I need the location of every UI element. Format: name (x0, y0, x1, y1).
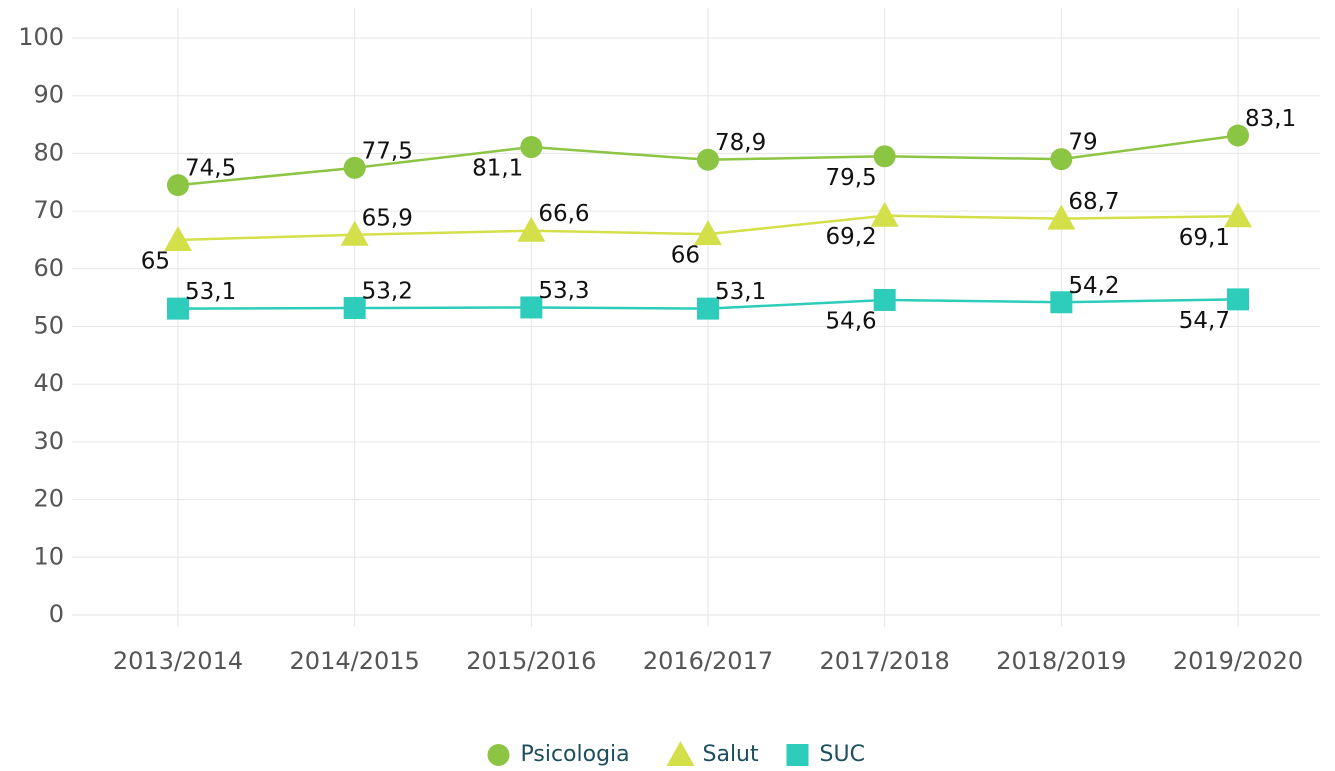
data-label: 78,9 (715, 130, 766, 156)
data-label: 69,1 (1179, 225, 1230, 251)
data-label: 79,5 (825, 165, 876, 191)
data-label: 53,3 (538, 278, 589, 304)
data-point (1050, 291, 1073, 314)
data-label: 68,7 (1068, 189, 1119, 215)
data-point (1047, 204, 1076, 230)
legend-swatch (666, 741, 695, 766)
data-point (697, 297, 719, 320)
data-point (164, 225, 192, 251)
data-point (1224, 202, 1252, 228)
data-label: 54,6 (825, 308, 876, 334)
y-tick-label: 90 (33, 81, 64, 109)
data-label: 81,1 (472, 156, 523, 182)
data-label: 79 (1068, 130, 1097, 156)
x-tick-label: 2017/2018 (820, 647, 950, 675)
data-point (167, 297, 189, 320)
data-label: 65,9 (362, 205, 413, 231)
data-point (340, 220, 369, 246)
y-tick-label: 30 (33, 427, 64, 455)
x-tick-label: 2016/2017 (643, 647, 773, 675)
data-label: 54,7 (1179, 308, 1230, 334)
x-tick-label: 2014/2015 (290, 647, 420, 675)
y-tick-label: 0 (49, 600, 64, 628)
y-tick-label: 20 (33, 485, 64, 513)
y-tick-label: 10 (33, 542, 64, 570)
data-point (167, 174, 189, 197)
data-label: 66,6 (538, 201, 589, 227)
y-tick-label: 40 (33, 369, 64, 397)
data-point (1227, 124, 1249, 147)
legend-label: Salut (703, 742, 760, 767)
data-point (870, 201, 899, 227)
x-tick-label: 2013/2014 (113, 647, 243, 675)
data-label: 53,1 (185, 279, 236, 305)
y-tick-label: 100 (18, 23, 64, 51)
y-tick-label: 80 (33, 138, 64, 166)
data-point (694, 220, 722, 246)
data-point (343, 156, 366, 179)
y-tick-label: 60 (33, 254, 64, 282)
data-point (873, 288, 896, 311)
data-label: 74,5 (185, 156, 236, 182)
x-tick-label: 2018/2019 (996, 647, 1126, 675)
data-label: 77,5 (362, 138, 413, 164)
data-label: 53,2 (362, 279, 413, 305)
y-tick-label: 50 (33, 312, 64, 340)
data-label: 54,2 (1068, 273, 1119, 299)
y-tick-label: 70 (33, 196, 64, 224)
data-point (343, 297, 366, 320)
legend-swatch (487, 744, 510, 766)
x-tick-label: 2019/2020 (1173, 647, 1303, 675)
data-label: 65 (141, 248, 170, 274)
data-label: 53,1 (715, 279, 766, 305)
legend-label: SUC (820, 742, 865, 767)
data-point (520, 296, 543, 319)
data-point (873, 145, 896, 168)
data-point (520, 136, 543, 159)
data-label: 69,2 (825, 224, 876, 250)
data-point (517, 216, 546, 242)
data-point (697, 148, 719, 171)
data-point (1227, 288, 1249, 311)
legend-label: Psicologia (521, 742, 630, 767)
data-label: 66 (671, 243, 700, 269)
legend-swatch (786, 744, 809, 766)
x-tick-label: 2015/2016 (466, 647, 596, 675)
data-label: 83,1 (1245, 106, 1296, 132)
data-point (1050, 148, 1073, 171)
